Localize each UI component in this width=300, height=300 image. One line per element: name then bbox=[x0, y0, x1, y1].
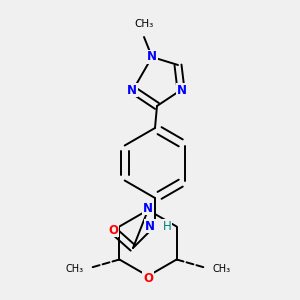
Text: N: N bbox=[147, 50, 157, 64]
Text: CH₃: CH₃ bbox=[134, 19, 154, 29]
Text: H: H bbox=[163, 220, 171, 232]
Text: N: N bbox=[177, 83, 187, 97]
Text: CH₃: CH₃ bbox=[65, 265, 83, 275]
Text: N: N bbox=[145, 220, 155, 232]
Text: O: O bbox=[143, 272, 153, 284]
Text: N: N bbox=[127, 83, 137, 97]
Text: N: N bbox=[143, 202, 153, 214]
Text: CH₃: CH₃ bbox=[213, 265, 231, 275]
Text: O: O bbox=[108, 224, 118, 236]
